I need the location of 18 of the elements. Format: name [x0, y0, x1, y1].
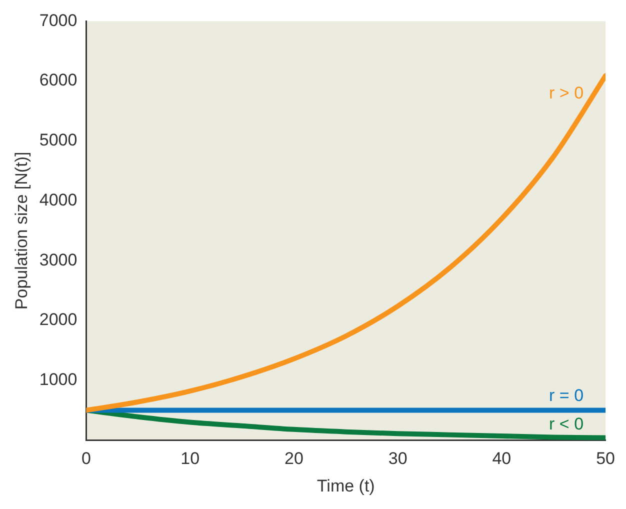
- x-tick-label: 50: [596, 449, 616, 468]
- x-tick-label: 10: [180, 449, 200, 468]
- x-tick-label: 40: [492, 449, 512, 468]
- series-label: r = 0: [549, 386, 584, 405]
- y-tick-label: 5000: [39, 130, 78, 150]
- x-tick-label: 0: [81, 449, 91, 468]
- x-tick-label: 30: [388, 449, 408, 468]
- y-tick-label: 2000: [39, 310, 78, 330]
- y-tick-label: 3000: [39, 250, 78, 270]
- y-tick-label: 7000: [39, 10, 78, 30]
- y-tick-label: 1000: [39, 370, 78, 390]
- y-tick-label: 6000: [39, 70, 78, 90]
- y-tick-label: 4000: [39, 190, 78, 210]
- x-axis-title: Time (t): [316, 476, 375, 496]
- series-label: r > 0: [549, 83, 584, 102]
- y-axis-title: Population size [N(t)]: [12, 152, 31, 310]
- x-tick-label: 20: [284, 449, 304, 468]
- series-label: r < 0: [549, 414, 584, 434]
